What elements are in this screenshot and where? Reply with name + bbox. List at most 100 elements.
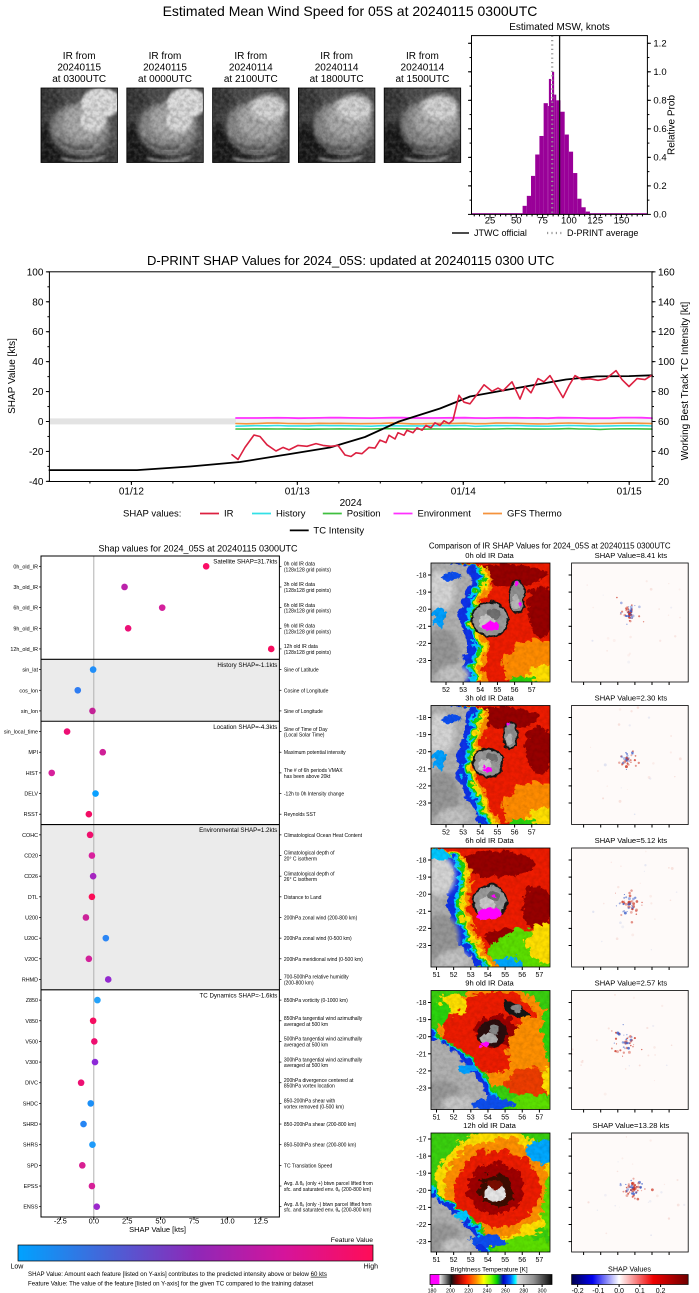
svg-text:850hPa tangential wind azimuth: 850hPa tangential wind azimuthally	[284, 1016, 363, 1022]
svg-text:TC Translation Speed: TC Translation Speed	[284, 1163, 333, 1169]
svg-text:SHAP Value [kts]: SHAP Value [kts]	[7, 338, 18, 414]
svg-text:SHAP Value=2.30 kts: SHAP Value=2.30 kts	[595, 694, 668, 703]
svg-text:Distance to Land: Distance to Land	[284, 895, 322, 901]
svg-text:IR from: IR from	[149, 51, 182, 62]
svg-text:at 2100UTC: at 2100UTC	[224, 74, 278, 85]
svg-text:Climatological depth of: Climatological depth of	[284, 871, 335, 877]
svg-text:-19: -19	[416, 875, 426, 882]
svg-text:-18: -18	[416, 858, 426, 865]
svg-text:at 0300UTC: at 0300UTC	[52, 74, 106, 85]
svg-text:V850: V850	[25, 1019, 38, 1025]
svg-text:Satellite SHAP=31.7kts: Satellite SHAP=31.7kts	[213, 559, 277, 566]
svg-text:20240114: 20240114	[315, 63, 359, 74]
svg-text:Sine of Latitude: Sine of Latitude	[284, 668, 319, 674]
svg-text:850hPa vortex location: 850hPa vortex location	[284, 1084, 335, 1090]
svg-text:-0.2: -0.2	[572, 1288, 584, 1293]
svg-text:High: High	[364, 1264, 379, 1271]
svg-text:0: 0	[38, 417, 44, 428]
svg-text:DIVC: DIVC	[25, 1081, 38, 1087]
svg-text:20: 20	[658, 477, 670, 488]
svg-text:D-PRINT SHAP Values for 2024_0: D-PRINT SHAP Values for 2024_05S: update…	[147, 253, 554, 268]
svg-text:0.4: 0.4	[653, 153, 666, 164]
svg-text:Feature Value: Feature Value	[331, 1237, 373, 1244]
svg-text:at 0000UTC: at 0000UTC	[138, 74, 192, 85]
svg-text:RHMD: RHMD	[22, 978, 38, 984]
svg-text:Position: Position	[347, 509, 381, 520]
svg-text:V300: V300	[25, 1060, 38, 1066]
svg-text:SHAP Value=8.41 kts: SHAP Value=8.41 kts	[595, 551, 668, 560]
svg-text:3h old IR Data: 3h old IR Data	[465, 694, 514, 703]
svg-text:averaged at 500 km: averaged at 500 km	[284, 1063, 328, 1069]
svg-text:54: 54	[484, 1257, 492, 1264]
svg-text:20240114: 20240114	[401, 63, 445, 74]
svg-text:-21: -21	[416, 909, 426, 916]
svg-text:-12h to 0h Intensity change: -12h to 0h Intensity change	[284, 792, 345, 798]
svg-text:52: 52	[442, 687, 450, 694]
svg-text:at 1500UTC: at 1500UTC	[395, 74, 449, 85]
svg-text:DTL: DTL	[28, 895, 38, 901]
svg-text:sin_lat: sin_lat	[22, 668, 38, 674]
svg-text:Sine of Time of Day: Sine of Time of Day	[284, 727, 328, 733]
svg-text:53: 53	[467, 1114, 475, 1121]
svg-text:500hPa tangential wind azimuth: 500hPa tangential wind azimuthally	[284, 1037, 363, 1043]
svg-text:History SHAP=-1.1kts: History SHAP=-1.1kts	[217, 662, 277, 669]
svg-text:-18: -18	[416, 1154, 426, 1161]
svg-text:850-500hPa shear (200-800 km): 850-500hPa shear (200-800 km)	[284, 1143, 357, 1149]
svg-text:(128x128 grid points): (128x128 grid points)	[284, 567, 331, 573]
svg-text:57: 57	[536, 972, 544, 979]
svg-text:850-200hPa shear with: 850-200hPa shear with	[284, 1099, 336, 1105]
svg-text:SHAP Value [kts]: SHAP Value [kts]	[129, 1225, 186, 1234]
svg-text:IR from: IR from	[320, 51, 353, 62]
svg-text:-0.1: -0.1	[592, 1288, 604, 1293]
svg-text:80: 80	[658, 387, 670, 398]
svg-text:52: 52	[442, 829, 450, 836]
svg-text:Feature Value: The value of th: Feature Value: The value of the feature …	[28, 1280, 314, 1287]
svg-text:01/13: 01/13	[285, 487, 310, 498]
svg-text:-2.5: -2.5	[54, 1217, 67, 1226]
svg-text:COHC: COHC	[22, 833, 38, 839]
svg-text:51: 51	[433, 1257, 441, 1264]
svg-text:-19: -19	[416, 1017, 426, 1024]
svg-text:at 1800UTC: at 1800UTC	[310, 74, 364, 85]
svg-text:57: 57	[528, 687, 536, 694]
svg-text:54: 54	[476, 687, 484, 694]
svg-text:240: 240	[483, 1289, 492, 1293]
svg-text:GFS Thermo: GFS Thermo	[507, 509, 562, 520]
svg-text:0.8: 0.8	[653, 96, 666, 107]
svg-text:200hPa meridional wind (0-500: 200hPa meridional wind (0-500 km)	[284, 957, 363, 963]
svg-text:ENSS: ENSS	[23, 1205, 38, 1211]
svg-text:Cosine of Longitude: Cosine of Longitude	[284, 688, 329, 694]
svg-text:0.0: 0.0	[653, 210, 666, 221]
svg-text:200hPa zonal wind (200-800 km): 200hPa zonal wind (200-800 km)	[284, 916, 358, 922]
svg-text:sin_local_time: sin_local_time	[4, 730, 38, 736]
svg-text:Sine of Longitude: Sine of Longitude	[284, 709, 323, 715]
svg-text:20240114: 20240114	[229, 63, 273, 74]
svg-text:200hPa divergence centered at: 200hPa divergence centered at	[284, 1078, 354, 1084]
svg-text:01/15: 01/15	[617, 487, 642, 498]
svg-text:26° C isotherm: 26° C isotherm	[284, 877, 317, 883]
svg-text:0.1: 0.1	[635, 1288, 645, 1293]
svg-text:12h old IR Data: 12h old IR Data	[463, 1121, 517, 1130]
svg-text:-21: -21	[416, 1051, 426, 1058]
svg-text:01/14: 01/14	[451, 487, 476, 498]
svg-text:10.0: 10.0	[220, 1217, 235, 1226]
svg-text:SHAP Value: Amount each featur: SHAP Value: Amount each feature [listed …	[28, 1271, 327, 1278]
svg-text:Location SHAP=-4.3kts: Location SHAP=-4.3kts	[213, 724, 277, 731]
svg-text:V500: V500	[25, 1039, 38, 1045]
svg-text:averaged at 500 km: averaged at 500 km	[284, 1042, 328, 1048]
svg-text:-22: -22	[416, 783, 426, 790]
svg-text:0.2: 0.2	[656, 1288, 666, 1293]
svg-text:IR from: IR from	[63, 51, 96, 62]
svg-text:3h_old_IR: 3h_old_IR	[13, 585, 38, 591]
svg-text:DELV: DELV	[24, 792, 38, 798]
svg-text:-20: -20	[416, 1188, 426, 1195]
svg-text:9h old IR Data: 9h old IR Data	[465, 979, 514, 988]
svg-text:300: 300	[538, 1289, 547, 1293]
svg-text:120: 120	[658, 327, 675, 338]
svg-text:0.0: 0.0	[89, 1217, 99, 1226]
svg-text:-40: -40	[29, 477, 44, 488]
svg-text:6h old IR data: 6h old IR data	[284, 603, 315, 609]
svg-text:60: 60	[32, 327, 44, 338]
svg-text:cos_lon: cos_lon	[19, 688, 38, 694]
svg-text:6h old IR Data: 6h old IR Data	[465, 836, 514, 845]
